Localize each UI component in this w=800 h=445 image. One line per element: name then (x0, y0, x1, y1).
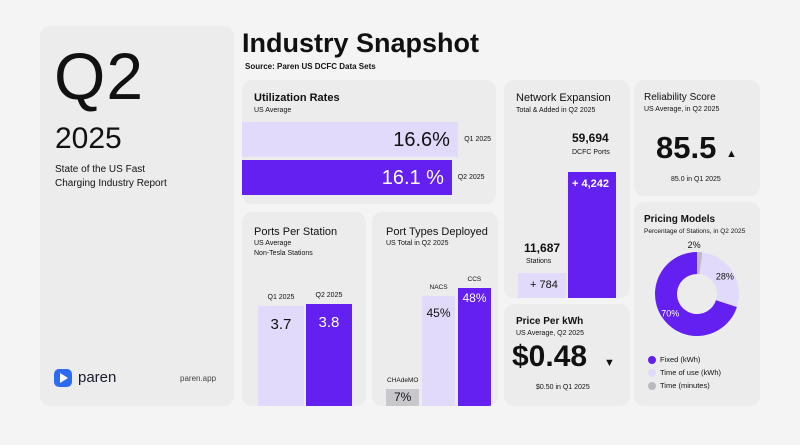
network-subtitle: Total & Added in Q2 2025 (516, 107, 596, 114)
stations-total-value: 11,687 (524, 241, 561, 256)
source-note: Source: Paren US DCFC Data Sets (245, 62, 376, 71)
pricing-subtitle: Percentage of Stations, in Q2 2025 (644, 228, 746, 235)
port-type-label-nacs: NACS (429, 283, 448, 291)
utilization-subtitle: US Average (254, 107, 292, 114)
network-title: Network Expansion (516, 92, 611, 104)
stations-added-value: + 784 (530, 279, 558, 292)
port-type-bar-chademo (386, 388, 419, 406)
ports-added-value: + 4,242 (572, 178, 610, 190)
ports-category-label: DCFC Ports (572, 149, 610, 156)
reliability-subtitle: US Average, in Q2 2025 (644, 106, 720, 113)
utilization-value-q2: 16.1 % (381, 167, 444, 189)
pie-label-fixed: 70% (661, 308, 679, 318)
pie-slice-time-of-use (699, 252, 739, 307)
pps-title: Ports Per Station (254, 226, 338, 238)
paren-logo-icon (54, 369, 72, 387)
utilization-value-q1: 16.6% (393, 129, 450, 151)
pps-label-q1: Q1 2025 (267, 294, 295, 302)
utilization-bar-q1 (242, 122, 459, 157)
ports-bar (568, 172, 616, 298)
network-card: Network Expansion Total & Added in Q2 20… (504, 80, 630, 298)
reliability-up-arrow-icon: ▲ (726, 148, 737, 160)
pps-subtitle-line1: US Average (254, 240, 292, 247)
year-label: 2025 (55, 122, 122, 155)
pps-value-q1: 3.7 (270, 316, 292, 334)
port-type-bar-nacs (422, 295, 455, 406)
pps-value-q2: 3.8 (318, 313, 340, 331)
port-type-label-ccs: CCS (467, 276, 482, 284)
legend-label-time-of-use: Time of use (kWh) (660, 368, 721, 377)
pricing-title: Pricing Models (644, 214, 716, 225)
pps-bar-q1 (258, 306, 304, 406)
site-link[interactable]: paren.app (180, 374, 217, 383)
legend-swatch-time-of-use (648, 369, 656, 378)
port-type-value-ccs: 48% (462, 291, 487, 306)
report-subtitle-line2: Charging Industry Report (55, 178, 167, 189)
utilization-label-q1: Q1 2025 (464, 136, 492, 143)
stations-bar (518, 273, 566, 298)
legend-swatch-time-minutes (648, 382, 656, 391)
legend-swatch-fixed (648, 356, 656, 365)
port-types-card: Port Types Deployed US Total in Q2 2025 … (372, 212, 498, 406)
legend-label-time-minutes: Time (minutes) (660, 381, 710, 390)
cover-card: Q2 2025 State of the US Fast Charging In… (40, 26, 234, 406)
utilization-label-q2: Q2 2025 (457, 174, 485, 181)
utilization-card: Utilization Rates US Average 16.6% Q1 20… (242, 80, 496, 204)
stations-category-label: Stations (526, 258, 552, 266)
port-types-subtitle: US Total in Q2 2025 (386, 240, 449, 247)
price-value: $0.48 (512, 340, 588, 373)
legend-item-fixed: Fixed (kWh) (648, 355, 701, 365)
price-card: Price Per kWh US Average, Q2 2025 $0.48 … (504, 304, 630, 406)
pps-bar-q2 (306, 303, 352, 406)
pricing-donut-chart: 70% 28% 2% (655, 240, 739, 336)
port-type-value-nacs: 45% (426, 305, 451, 320)
pie-slice-fixed (655, 252, 737, 336)
price-title: Price Per kWh (516, 316, 584, 327)
quarter-label: Q2 (54, 39, 145, 113)
price-comparison: $0.50 in Q1 2025 (536, 384, 590, 391)
pie-label-time-of-use: 28% (716, 271, 734, 281)
port-type-label-chademo: CHAdeMO (387, 376, 419, 384)
port-type-value-chademo: 7% (394, 389, 412, 404)
ports-per-station-card: Ports Per Station US Average Non-Tesla S… (242, 212, 366, 406)
utilization-bar-q2 (242, 160, 452, 195)
reliability-comparison: 85.0 in Q1 2025 (671, 176, 721, 183)
pie-slice-time-minutes (697, 252, 703, 275)
reliability-card: Reliability Score US Average, in Q2 2025… (634, 80, 760, 196)
legend-item-time-minutes: Time (minutes) (648, 381, 710, 391)
price-down-arrow-icon: ▼ (604, 357, 615, 369)
port-types-title: Port Types Deployed (386, 226, 488, 238)
port-type-bar-ccs (458, 288, 491, 406)
reliability-value: 85.5 (656, 130, 717, 165)
price-subtitle: US Average, Q2 2025 (516, 330, 584, 337)
legend-item-time-of-use: Time of use (kWh) (648, 368, 721, 378)
reliability-title: Reliability Score (644, 92, 716, 103)
pps-label-q2: Q2 2025 (315, 291, 343, 299)
pricing-card: Pricing Models Percentage of Stations, i… (634, 202, 760, 406)
page-title: Industry Snapshot (242, 28, 480, 58)
ports-total-value: 59,694 (572, 131, 609, 145)
report-subtitle-line1: State of the US Fast (55, 164, 146, 175)
pps-subtitle-line2: Non-Tesla Stations (254, 250, 313, 257)
pie-label-time-minutes: 2% (688, 240, 701, 250)
utilization-title: Utilization Rates (254, 92, 340, 104)
brand-name: paren (78, 369, 117, 386)
legend-label-fixed: Fixed (kWh) (660, 355, 701, 364)
